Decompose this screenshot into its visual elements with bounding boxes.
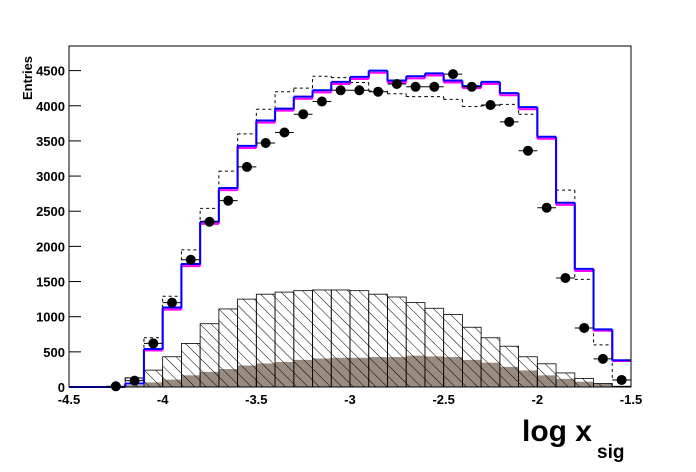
bar xyxy=(387,296,407,388)
data-point xyxy=(241,161,252,172)
data-point xyxy=(522,145,533,156)
y-tick-label: 1500 xyxy=(36,275,65,290)
data-point xyxy=(223,195,234,206)
x-tick-label: -1.5 xyxy=(620,392,642,407)
data-point xyxy=(167,297,178,308)
y-tick-label: 1000 xyxy=(36,310,65,325)
data-point xyxy=(429,81,440,92)
bar xyxy=(518,356,538,388)
data-point xyxy=(391,78,402,89)
bar xyxy=(461,326,482,388)
data-point xyxy=(448,69,459,80)
data-point xyxy=(541,202,552,213)
bar xyxy=(536,363,557,388)
x-axis-label-sub: sig xyxy=(597,442,624,463)
y-axis-label: Entries xyxy=(20,56,35,100)
x-tick-label: -4.5 xyxy=(58,392,80,407)
bar xyxy=(368,293,388,388)
data-point xyxy=(485,100,496,111)
y-tick-label: 0 xyxy=(58,380,65,395)
data-point xyxy=(560,273,571,284)
data-point xyxy=(616,374,627,385)
x-axis-label: log x xyxy=(522,415,592,448)
bar xyxy=(330,289,351,388)
bar xyxy=(162,356,182,388)
data-point xyxy=(204,216,215,227)
data-point xyxy=(597,353,608,364)
bar xyxy=(237,298,257,388)
bar xyxy=(218,308,239,388)
data-point xyxy=(466,81,477,92)
data-point xyxy=(335,85,346,96)
x-tick-label: -2.5 xyxy=(432,392,454,407)
bar xyxy=(312,289,332,388)
y-tick-label: 500 xyxy=(43,345,65,360)
y-tick-label: 3500 xyxy=(36,134,65,149)
bar xyxy=(480,337,501,388)
bar xyxy=(443,314,463,388)
data-point xyxy=(110,381,121,392)
bar xyxy=(274,291,295,388)
bar xyxy=(555,372,576,388)
bar xyxy=(180,343,201,388)
bar xyxy=(593,383,613,388)
bar xyxy=(405,302,426,388)
data-point xyxy=(298,109,309,120)
y-tick-label: 2000 xyxy=(36,239,65,254)
data-point xyxy=(316,96,327,107)
data-point xyxy=(129,375,140,386)
data-point xyxy=(354,85,365,96)
data-point xyxy=(579,322,590,333)
bar xyxy=(255,293,276,388)
x-tick-label: -3 xyxy=(344,392,356,407)
data-point xyxy=(148,338,159,349)
y-tick-label: 2500 xyxy=(36,204,65,219)
bar xyxy=(293,290,313,388)
bar xyxy=(424,307,445,388)
bar xyxy=(199,323,220,388)
x-tick-label: -2 xyxy=(532,392,544,407)
bar xyxy=(574,378,594,388)
bar xyxy=(499,345,520,388)
y-tick-label: 4000 xyxy=(36,99,65,114)
data-point xyxy=(279,127,290,138)
bar xyxy=(143,369,164,388)
data-point xyxy=(185,254,196,265)
x-tick-label: -3.5 xyxy=(245,392,267,407)
data-point xyxy=(410,81,421,92)
data-point xyxy=(373,86,384,97)
data-point xyxy=(260,138,271,149)
y-tick-label: 4500 xyxy=(36,64,65,79)
x-tick-label: -4 xyxy=(157,392,169,407)
y-tick-label: 3000 xyxy=(36,169,65,184)
bar xyxy=(349,290,370,388)
data-point xyxy=(504,116,515,127)
